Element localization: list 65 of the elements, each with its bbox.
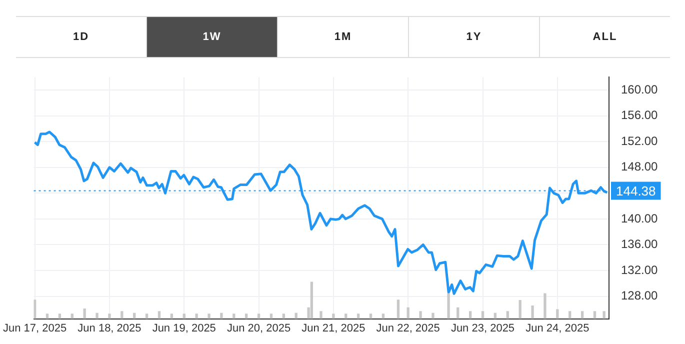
x-tick-label: Jun 21, 2025 [302, 322, 366, 334]
bar [406, 307, 410, 319]
bar [220, 312, 223, 319]
bar [208, 314, 210, 319]
y-tick-label: 160.00 [621, 82, 658, 96]
bar [282, 314, 285, 319]
y-tick-label: 148.00 [621, 160, 658, 174]
text: 1M [277, 17, 408, 57]
bar [568, 311, 572, 319]
bar [357, 314, 360, 319]
bar [369, 314, 372, 319]
bar [556, 309, 559, 319]
bar [170, 314, 174, 319]
x-tick-label: Jun 23, 2025 [450, 322, 515, 334]
bar [481, 311, 484, 319]
bar [70, 314, 74, 319]
bar [120, 311, 124, 319]
bar [531, 306, 534, 319]
bar [518, 300, 522, 319]
bar [396, 300, 400, 319]
bar [245, 314, 248, 319]
y-tick-label: 152.00 [621, 134, 658, 148]
bar [382, 314, 385, 319]
x-tick-label: Jun 18, 2025 [78, 322, 142, 334]
text: ALL [539, 17, 670, 57]
bar [580, 311, 584, 319]
bar [544, 293, 546, 319]
y-tick-label: 136.00 [621, 237, 658, 252]
bar [232, 314, 236, 319]
y-tick-label: 132.00 [621, 262, 658, 277]
bar [257, 314, 260, 319]
x-tick-label: Jun 24, 2025 [526, 322, 590, 334]
text: 1W [146, 17, 277, 57]
bar [602, 311, 606, 319]
bar [158, 311, 161, 319]
bar [83, 308, 86, 319]
x-tick-label: Jun 22, 2025 [376, 322, 440, 334]
text: 1D [16, 17, 146, 57]
bar [456, 307, 460, 319]
bar [419, 311, 422, 319]
bar [310, 282, 313, 319]
bar [108, 314, 111, 319]
bar [96, 312, 98, 319]
bar [270, 314, 273, 319]
bar [593, 311, 596, 319]
bar [58, 314, 62, 319]
bar [332, 314, 335, 319]
bar [182, 314, 186, 319]
bar [432, 312, 434, 319]
x-tick-label: Jun 19, 2025 [152, 322, 216, 334]
text: 1Y [408, 17, 539, 57]
bar [344, 314, 348, 319]
bar [320, 311, 322, 319]
bar [195, 314, 198, 319]
y-tick-label: 156.00 [621, 108, 658, 122]
x-tick-label: Jun 17, 2025 [3, 322, 67, 334]
x-tick-label: Jun 20, 2025 [226, 322, 291, 334]
y-tick-label: 140.00 [621, 211, 658, 226]
y-tick-label: 128.00 [621, 288, 658, 303]
ref-line-label: 144.38 [616, 183, 656, 198]
bar [46, 314, 49, 319]
bar [506, 311, 509, 319]
bar [145, 314, 148, 319]
bar [447, 293, 450, 319]
bar [468, 311, 472, 319]
